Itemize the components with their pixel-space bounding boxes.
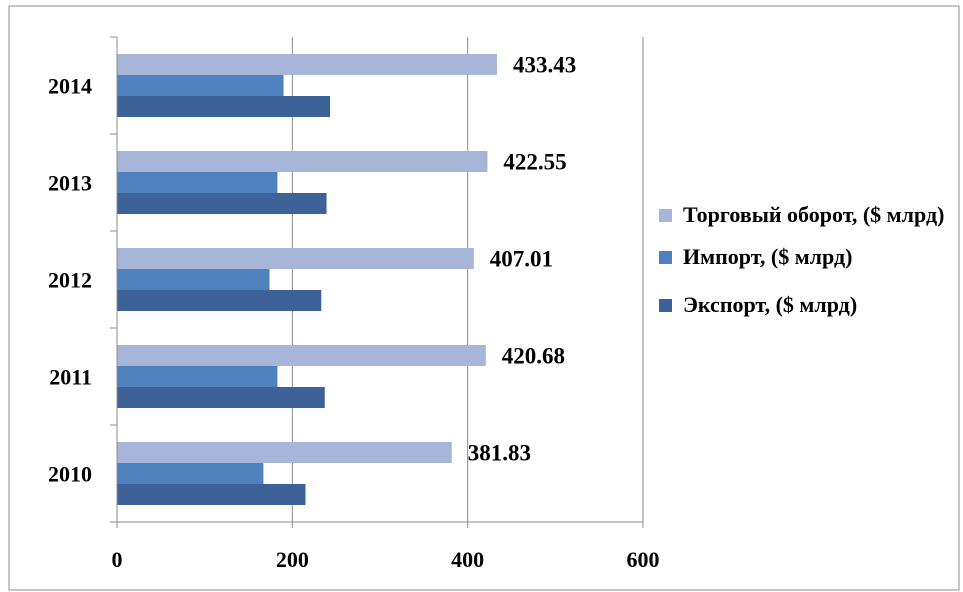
x-tick-label: 400 [451,547,484,572]
category-label: 2013 [48,171,92,196]
bar [117,193,327,214]
legend-swatch [659,299,672,312]
bar [117,290,322,311]
category-label: 2010 [48,462,92,487]
bar [117,269,270,290]
category-label: 2011 [49,365,92,390]
bar [117,484,306,505]
bar [117,172,278,193]
bars [117,54,497,505]
data-label: 381.83 [468,441,531,466]
legend-swatch [659,251,672,264]
x-tick-label: 0 [112,547,123,572]
data-label: 433.43 [513,53,576,78]
legend-item-export: Экспорт, ($ млрд) [659,290,959,320]
bar [117,96,331,117]
legend: Торговый оборот, ($ млрд) Импорт, ($ млр… [659,200,959,320]
data-label: 422.55 [503,150,566,175]
bar [117,463,264,484]
category-label: 2014 [48,74,92,99]
bar [117,248,474,269]
legend-label: Экспорт, ($ млрд) [683,292,858,317]
legend-label: Торговый оборот, ($ млрд) [683,202,945,227]
bar [117,366,278,387]
bar [117,442,452,463]
bar [117,75,284,96]
legend-item-trade-turnover: Торговый оборот, ($ млрд) [659,200,959,230]
x-tick-label: 200 [276,547,309,572]
legend-swatch [659,209,672,222]
bar [117,345,486,366]
bar [117,54,497,75]
data-labels: 433.43 422.55 407.01 420.68 381.83 [468,53,576,466]
data-label: 420.68 [502,344,565,369]
bar [117,387,325,408]
axes: 0 200 400 600 2014 2013 2012 2011 2010 [48,36,660,572]
category-label: 2012 [48,268,92,293]
legend-item-import: Импорт, ($ млрд) [659,242,959,272]
x-tick-label: 600 [627,547,660,572]
legend-label: Импорт, ($ млрд) [683,244,853,269]
bar [117,151,488,172]
data-label: 407.01 [490,247,553,272]
